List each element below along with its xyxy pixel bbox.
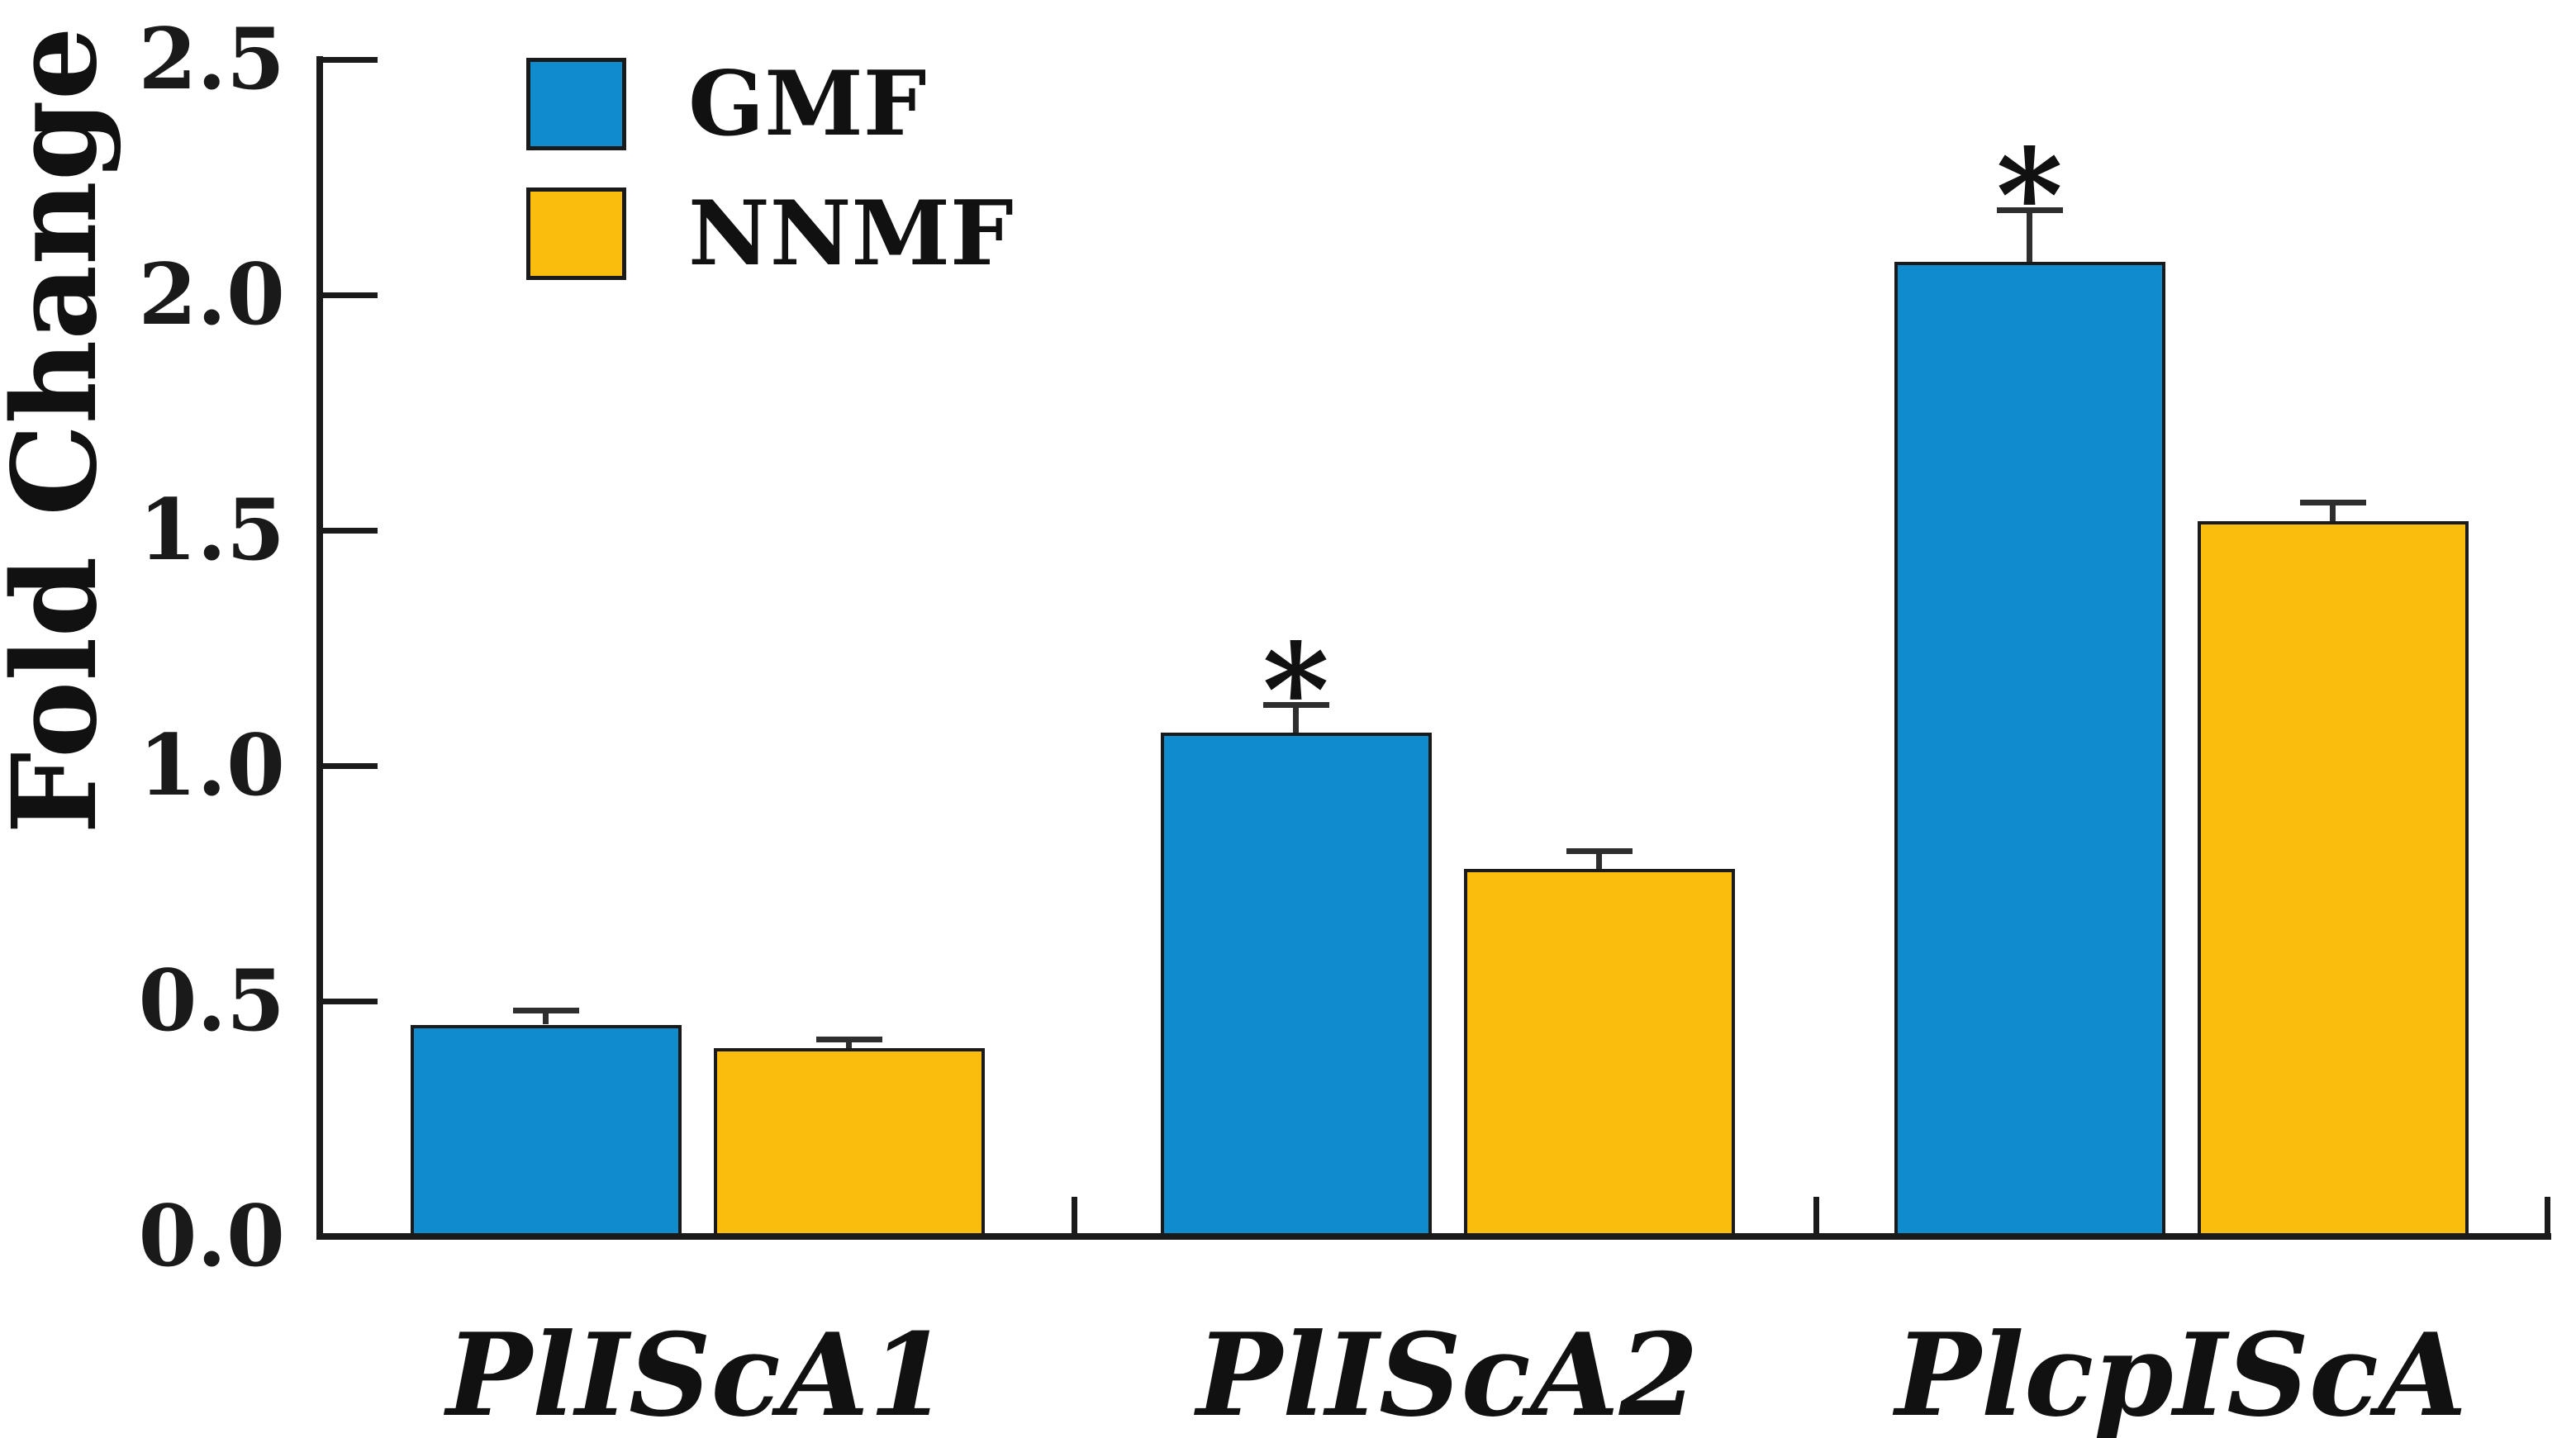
- x-axis-end-tick: [2545, 1197, 2550, 1233]
- significance-asterisk: *: [1995, 120, 2064, 272]
- y-tick: [323, 763, 378, 769]
- error-bar-stem: [543, 1010, 549, 1025]
- bar-gmf-PlIScA2: [1160, 733, 1432, 1236]
- bar-nnmf-PlIScA1: [713, 1048, 985, 1236]
- y-tick-label: 0.5: [138, 952, 285, 1051]
- bar-gmf-PlIScA1: [410, 1024, 682, 1236]
- y-tick-label: 0.0: [138, 1187, 285, 1286]
- error-bar-stem: [2027, 210, 2032, 263]
- legend-label-nnmf: NNMF: [688, 182, 1014, 286]
- x-axis-line: [316, 1233, 2551, 1240]
- error-bar-stem: [846, 1038, 852, 1048]
- error-bar-cap: [815, 1036, 882, 1042]
- legend-label-gmf: GMF: [688, 52, 927, 156]
- error-bar-stem: [1596, 850, 1602, 870]
- y-axis-line: [316, 56, 323, 1240]
- x-category-label-PlIScA1: PlIScA1: [446, 1307, 948, 1438]
- x-axis-separator-tick: [1813, 1197, 1819, 1233]
- bar-nnmf-PlIScA2: [1463, 869, 1735, 1236]
- error-bar-stem: [1293, 704, 1299, 733]
- bar-gmf-PlcpIScA: [1894, 262, 2165, 1236]
- error-bar-cap: [2299, 499, 2366, 505]
- y-tick: [323, 57, 378, 63]
- y-tick: [323, 528, 378, 534]
- error-bar-cap: [1566, 847, 1633, 854]
- legend-swatch-gmf: [526, 58, 626, 150]
- bar-nnmf-PlcpIScA: [2197, 520, 2469, 1236]
- error-bar-cap: [1262, 701, 1329, 708]
- significance-asterisk: *: [1262, 614, 1330, 766]
- error-bar-cap: [1996, 207, 2063, 214]
- error-bar-stem: [2330, 501, 2336, 521]
- y-tick-label: 1.0: [138, 716, 285, 815]
- error-bar-cap: [512, 1008, 579, 1014]
- x-category-label-PlIScA2: PlIScA2: [1196, 1307, 1699, 1438]
- y-tick-label: 1.5: [138, 481, 285, 580]
- x-category-label-PlcpIScA: PlcpIScA: [1894, 1307, 2468, 1438]
- y-tick-label: 2.0: [138, 245, 285, 344]
- y-tick: [323, 999, 378, 1004]
- x-axis-separator-tick: [1072, 1197, 1077, 1233]
- legend-swatch-nnmf: [526, 187, 626, 280]
- y-tick: [323, 292, 378, 298]
- y-tick-label: 2.5: [138, 10, 285, 109]
